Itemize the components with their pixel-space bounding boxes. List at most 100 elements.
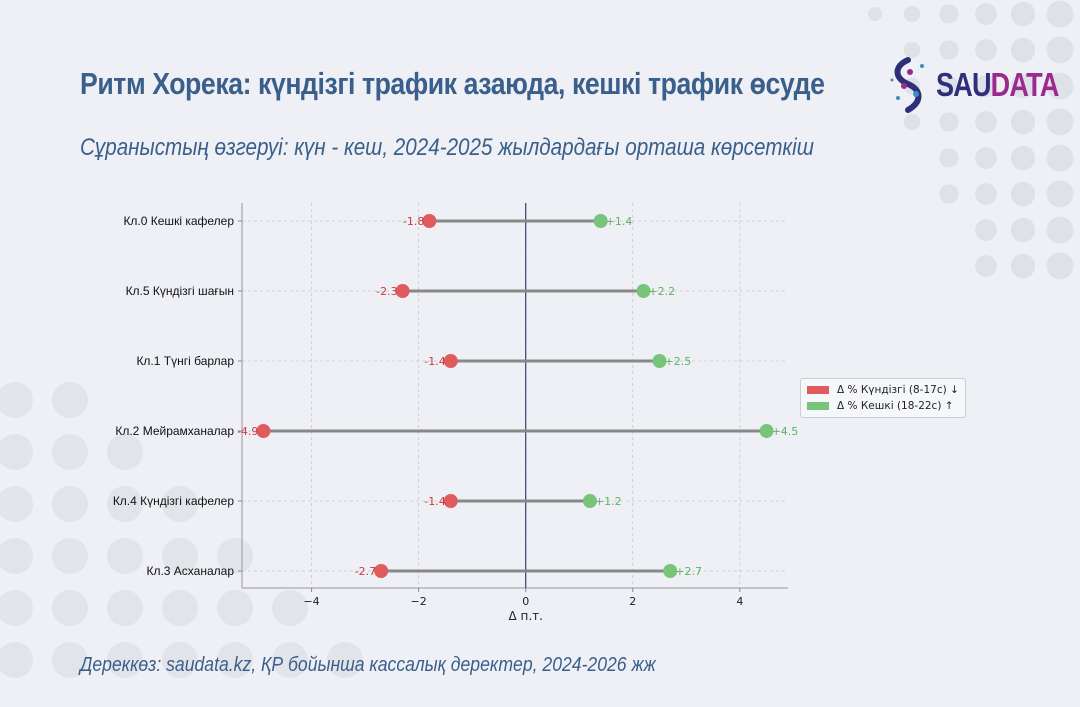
legend-swatch-evening: [807, 402, 829, 410]
legend-swatch-day: [807, 386, 829, 394]
page-subtitle: Сұраныстың өзгеруі: күн - кеш, 2024-2025…: [80, 134, 814, 161]
bg-dot: [1046, 180, 1074, 208]
bg-dot: [0, 590, 33, 626]
bg-dot: [272, 590, 308, 626]
bg-dot: [0, 434, 33, 470]
bg-dot: [107, 538, 143, 574]
bg-dot: [52, 382, 88, 418]
bg-dot: [975, 255, 997, 277]
bg-dot: [327, 642, 363, 678]
evening-data-label: +1.2: [595, 495, 622, 508]
bg-dot: [903, 41, 921, 59]
day-data-label: -2.7: [355, 565, 376, 578]
bg-dot: [975, 39, 997, 61]
evening-data-label: +2.7: [675, 565, 702, 578]
bg-dot: [1010, 109, 1036, 135]
evening-point: [593, 214, 608, 228]
bg-dot: [1046, 252, 1074, 280]
bg-dot: [162, 590, 198, 626]
bg-dot: [162, 486, 198, 522]
evening-point: [759, 424, 774, 438]
bg-dot: [939, 76, 959, 96]
legend-label-day: Δ % Күндізгі (8-17с) ↓: [837, 384, 959, 396]
bg-dot: [1046, 216, 1074, 244]
bg-dot: [939, 40, 959, 60]
bg-dot: [1010, 145, 1036, 171]
x-tick-label: −4: [303, 595, 319, 608]
x-tick-label: −2: [411, 595, 427, 608]
day-data-label: -1.4: [424, 495, 445, 508]
day-point: [422, 214, 437, 228]
logo-text-sau: SAU: [936, 66, 991, 103]
evening-point: [652, 354, 667, 368]
day-point: [374, 564, 389, 578]
bg-dot: [0, 486, 33, 522]
bg-dot: [272, 642, 308, 678]
bg-dot: [975, 75, 997, 97]
bg-dot: [903, 5, 921, 23]
day-point: [395, 284, 410, 298]
bg-dot: [939, 4, 959, 24]
bg-dot: [107, 486, 143, 522]
bg-dot: [1046, 36, 1074, 64]
day-point: [256, 424, 271, 438]
x-tick-label: 2: [629, 595, 636, 608]
bg-dot: [52, 590, 88, 626]
bg-dot: [107, 642, 143, 678]
bg-dot: [52, 486, 88, 522]
evening-data-label: +1.4: [606, 215, 633, 228]
bg-dot: [975, 183, 997, 205]
day-point: [443, 494, 458, 508]
bg-dot: [217, 590, 253, 626]
legend-label-evening: Δ % Кешкі (18-22с) ↑: [837, 400, 954, 412]
bg-dot: [1010, 181, 1036, 207]
legend-item-day: Δ % Күндізгі (8-17с) ↓: [807, 382, 959, 398]
bg-dot: [1046, 108, 1074, 136]
evening-point: [663, 564, 678, 578]
bg-dot: [217, 642, 253, 678]
bg-dot: [1046, 144, 1074, 172]
source-note: Дереккөз: saudata.kz, ҚР бойынша кассалы…: [80, 654, 656, 676]
bg-dot: [1046, 72, 1074, 100]
bg-dot: [0, 642, 33, 678]
bg-dot: [162, 538, 198, 574]
bg-dot: [1010, 253, 1036, 279]
y-tick-label: Кл.2 Мейрамханалар: [115, 424, 234, 438]
bg-dot: [975, 3, 997, 25]
bg-dot: [1046, 0, 1074, 28]
bg-dot: [1010, 1, 1036, 27]
bg-dot: [975, 147, 997, 169]
bg-dot: [52, 434, 88, 470]
bg-dot: [107, 434, 143, 470]
logo-mark-icon: [890, 57, 924, 113]
evening-data-label: +2.5: [665, 355, 692, 368]
chart-legend: Δ % Күндізгі (8-17с) ↓ Δ % Кешкі (18-22с…: [800, 378, 966, 418]
evening-point: [636, 284, 651, 298]
bg-dot: [868, 7, 882, 21]
page-title: Ритм Хорека: күндізгі трафик азаюда, кеш…: [80, 66, 825, 101]
evening-data-label: +4.5: [772, 425, 799, 438]
day-point: [443, 354, 458, 368]
logo-text-data: DATA: [990, 66, 1060, 103]
day-data-label: -1.4: [424, 355, 445, 368]
evening-point: [582, 494, 597, 508]
bg-dot: [107, 590, 143, 626]
day-data-label: -2.3: [376, 285, 397, 298]
bg-dot: [52, 538, 88, 574]
bg-dot: [52, 642, 88, 678]
bg-dot: [939, 148, 959, 168]
bg-dot: [975, 111, 997, 133]
x-axis-label: Δ п.т.: [508, 609, 543, 623]
evening-data-label: +2.2: [648, 285, 675, 298]
day-data-label: -4.9: [237, 425, 258, 438]
bg-dot: [0, 382, 33, 418]
legend-item-evening: Δ % Кешкі (18-22с) ↑: [807, 398, 959, 414]
y-tick-label: Кл.0 Кешкі кафелер: [123, 214, 234, 228]
bg-dot: [1010, 73, 1036, 99]
y-tick-label: Кл.5 Күндізгі шағын: [126, 284, 234, 298]
bg-dot: [939, 112, 959, 132]
bg-dot: [1010, 37, 1036, 63]
bg-dot: [939, 184, 959, 204]
